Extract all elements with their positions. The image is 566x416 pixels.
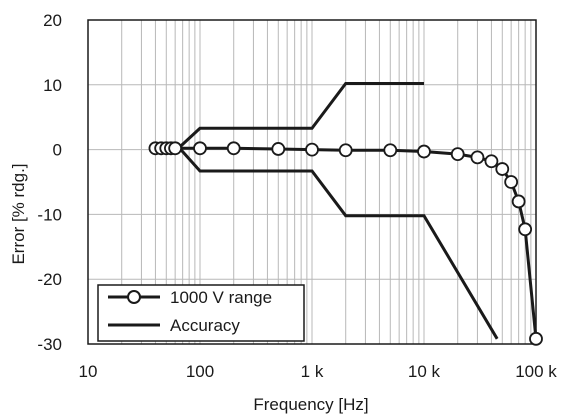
data-point bbox=[495, 162, 510, 176]
data-point bbox=[529, 331, 543, 346]
data-point bbox=[504, 175, 519, 189]
accuracy-line bbox=[155, 82, 424, 150]
data-point bbox=[417, 144, 431, 159]
plot-frame bbox=[87, 19, 537, 345]
data-point bbox=[168, 141, 183, 156]
y-tick-label: -30 bbox=[37, 335, 62, 354]
data-point bbox=[338, 143, 353, 158]
plot-border bbox=[87, 19, 537, 345]
y-axis-title: Error [% rdg.] bbox=[9, 163, 28, 264]
y-tick-label: 20 bbox=[43, 11, 62, 30]
data-point bbox=[511, 194, 526, 209]
legend: 1000 V range Accuracy bbox=[97, 284, 305, 342]
legend-label-series-2: Accuracy bbox=[170, 316, 240, 335]
y-tick-label: -10 bbox=[37, 205, 62, 224]
legend-marker-series-1 bbox=[127, 290, 141, 304]
x-tick-label: 10 k bbox=[408, 362, 441, 381]
data-point bbox=[470, 150, 485, 165]
y-tick-label: -20 bbox=[37, 270, 62, 289]
data-point bbox=[518, 222, 533, 237]
legend-label-series-1: 1000 V range bbox=[170, 288, 272, 307]
x-tick-label: 100 k bbox=[515, 362, 557, 381]
x-tick-label: 10 bbox=[79, 362, 98, 381]
x-axis-title: Frequency [Hz] bbox=[253, 395, 368, 414]
data-point bbox=[271, 142, 286, 156]
data-point bbox=[383, 143, 398, 158]
y-tick-label: 0 bbox=[53, 141, 62, 160]
data-point bbox=[484, 154, 499, 169]
data-point bbox=[193, 141, 207, 156]
y-tick-label: 10 bbox=[43, 76, 62, 95]
series-group bbox=[148, 82, 543, 346]
x-tick-label: 100 bbox=[186, 362, 214, 381]
data-point bbox=[450, 147, 465, 162]
data-point bbox=[305, 142, 319, 157]
x-tick-label: 1 k bbox=[301, 362, 324, 381]
data-point bbox=[226, 141, 241, 156]
